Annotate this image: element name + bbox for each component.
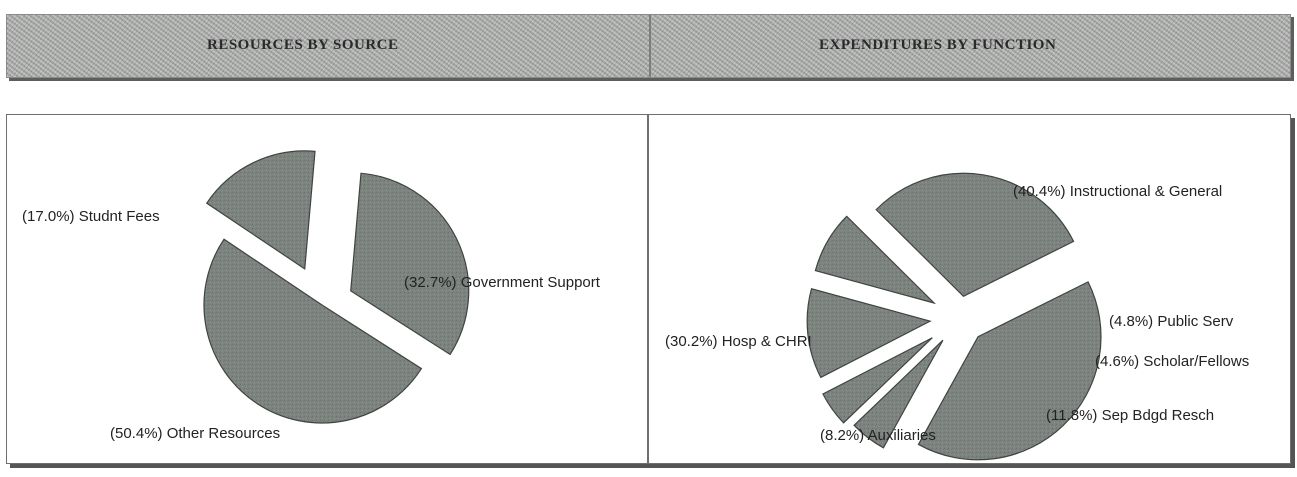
expenditures-pie-chart bbox=[806, 172, 1102, 461]
expenditures-by-function-title: EXPENDITURES BY FUNCTION bbox=[819, 37, 1057, 53]
pie-slice-hosp-chri bbox=[875, 172, 1075, 298]
pie-slice-sep-bdgd-resch bbox=[806, 288, 932, 379]
slice-label-auxiliaries: (8.2%) Auxiliaries bbox=[820, 427, 936, 444]
pie-slice-auxiliaries bbox=[814, 215, 937, 305]
resources-pie-chart bbox=[203, 150, 470, 424]
pie-slice-studnt-fees bbox=[205, 150, 316, 270]
slice-label-sep-bdgd-resch: (11.8%) Sep Bdgd Resch bbox=[1046, 407, 1214, 424]
slice-label-government-support: (32.7%) Government Support bbox=[404, 274, 601, 291]
pie-slice-government-support bbox=[350, 172, 470, 356]
slice-label-other-resources: (50.4%) Other Resources bbox=[110, 425, 280, 442]
resources-by-source-title: RESOURCES BY SOURCE bbox=[207, 37, 399, 53]
pie-slice-public-serv bbox=[853, 339, 944, 449]
header-bar: RESOURCES BY SOURCE EXPENDITURES BY FUNC… bbox=[6, 14, 1291, 78]
slice-label-instructional-general: (40.4%) Instructional & General bbox=[1013, 183, 1222, 200]
panel-divider bbox=[647, 115, 649, 463]
pie-slice-instructional-general bbox=[917, 281, 1102, 461]
header-divider bbox=[649, 15, 651, 77]
pie-slice-scholar-fellows bbox=[822, 337, 933, 424]
slice-label-scholar-fellows: (4.6%) Scholar/Fellows bbox=[1095, 353, 1249, 370]
pie-labels: (32.7%) Government Support (50.4%) Other … bbox=[22, 183, 1249, 444]
slice-label-public-serv: (4.8%) Public Serv bbox=[1109, 313, 1234, 330]
slice-label-studnt-fees: (17.0%) Studnt Fees bbox=[22, 208, 160, 225]
slice-label-hosp-chri: (30.2%) Hosp & CHRI bbox=[665, 333, 812, 350]
pie-slice-other-resources bbox=[203, 238, 423, 424]
